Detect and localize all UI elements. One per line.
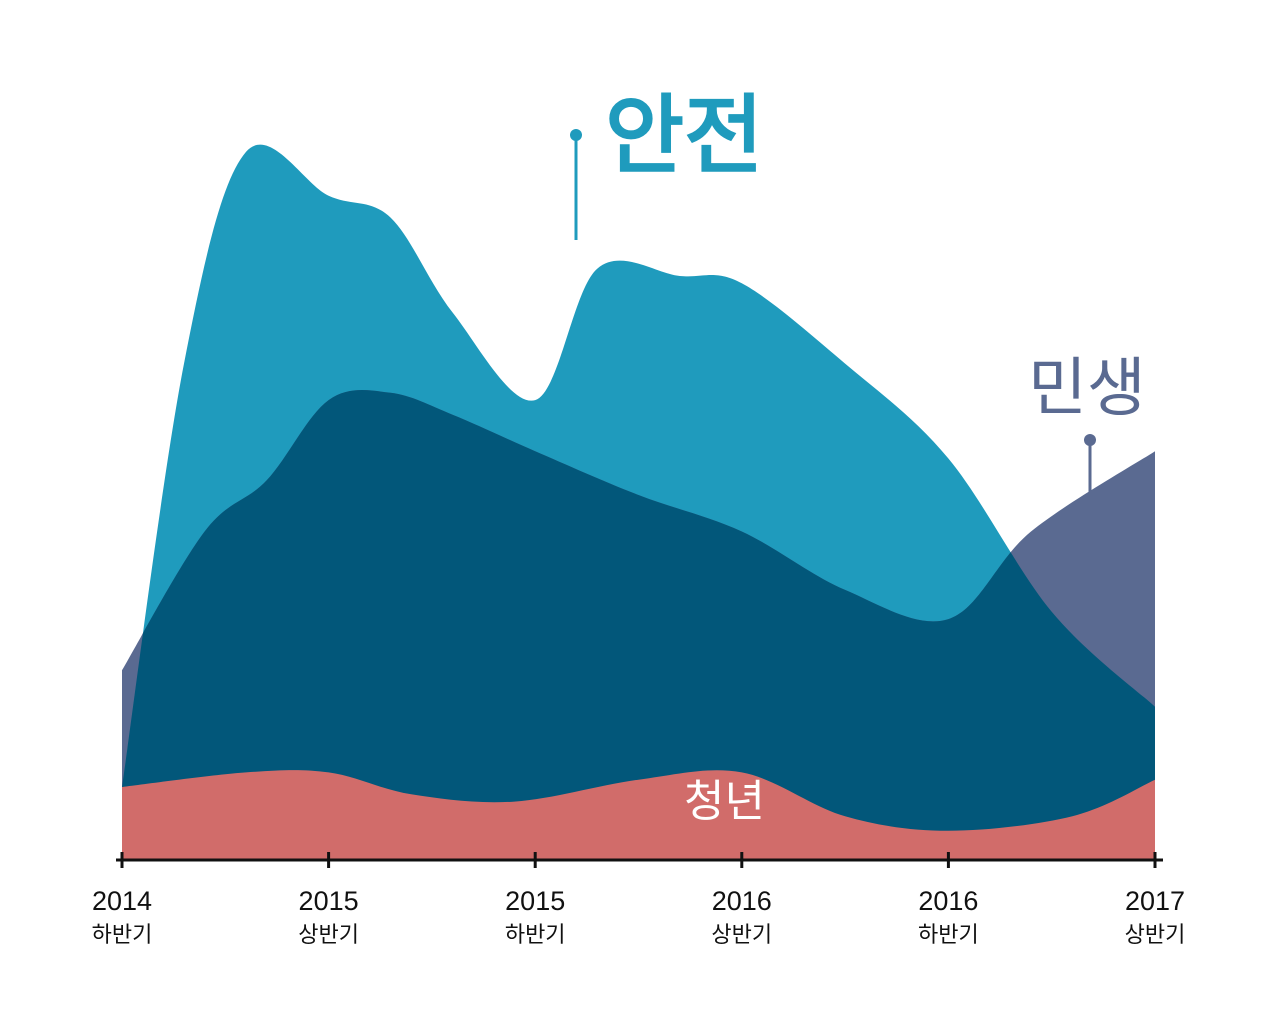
x-axis: 2014 하반기 2015 상반기 2015 하반기 2016 상반기 2016 하반기 2017 상… [92, 852, 1186, 948]
x-tick-label-year: 2015 [299, 886, 359, 916]
callout-safety: 안전 [570, 86, 763, 240]
series-callouts: 안전 민생 청년 [570, 86, 1146, 827]
x-tick-label-year: 2015 [505, 886, 565, 916]
callout-livelihood: 민생 [1028, 352, 1146, 518]
area-youth [122, 770, 1155, 860]
x-tick-label-half: 상반기 [1125, 923, 1186, 948]
x-tick-label-half: 하반기 [918, 923, 979, 948]
x-tick-label-year: 2016 [712, 886, 772, 916]
leader-dot-safety [570, 129, 582, 141]
x-tick-label-half: 하반기 [505, 923, 566, 948]
x-tick-label-year: 2017 [1125, 886, 1185, 916]
x-tick-label-year: 2016 [918, 886, 978, 916]
series-label-livelihood: 민생 [1028, 352, 1146, 426]
series-label-youth: 청년 [684, 776, 765, 827]
x-tick-label-half: 하반기 [92, 923, 153, 948]
series-label-safety: 안전 [605, 86, 763, 186]
chart-areas [122, 144, 1155, 861]
x-axis-ticks: 2014 하반기 2015 상반기 2015 하반기 2016 상반기 2016 하반기 2017 상… [92, 852, 1186, 948]
area-overlap [122, 390, 1155, 860]
x-tick-label-half: 상반기 [711, 923, 772, 948]
x-tick-label-half: 상반기 [298, 923, 359, 948]
x-tick-label-year: 2014 [92, 886, 152, 916]
leader-dot-livelihood [1084, 434, 1096, 446]
